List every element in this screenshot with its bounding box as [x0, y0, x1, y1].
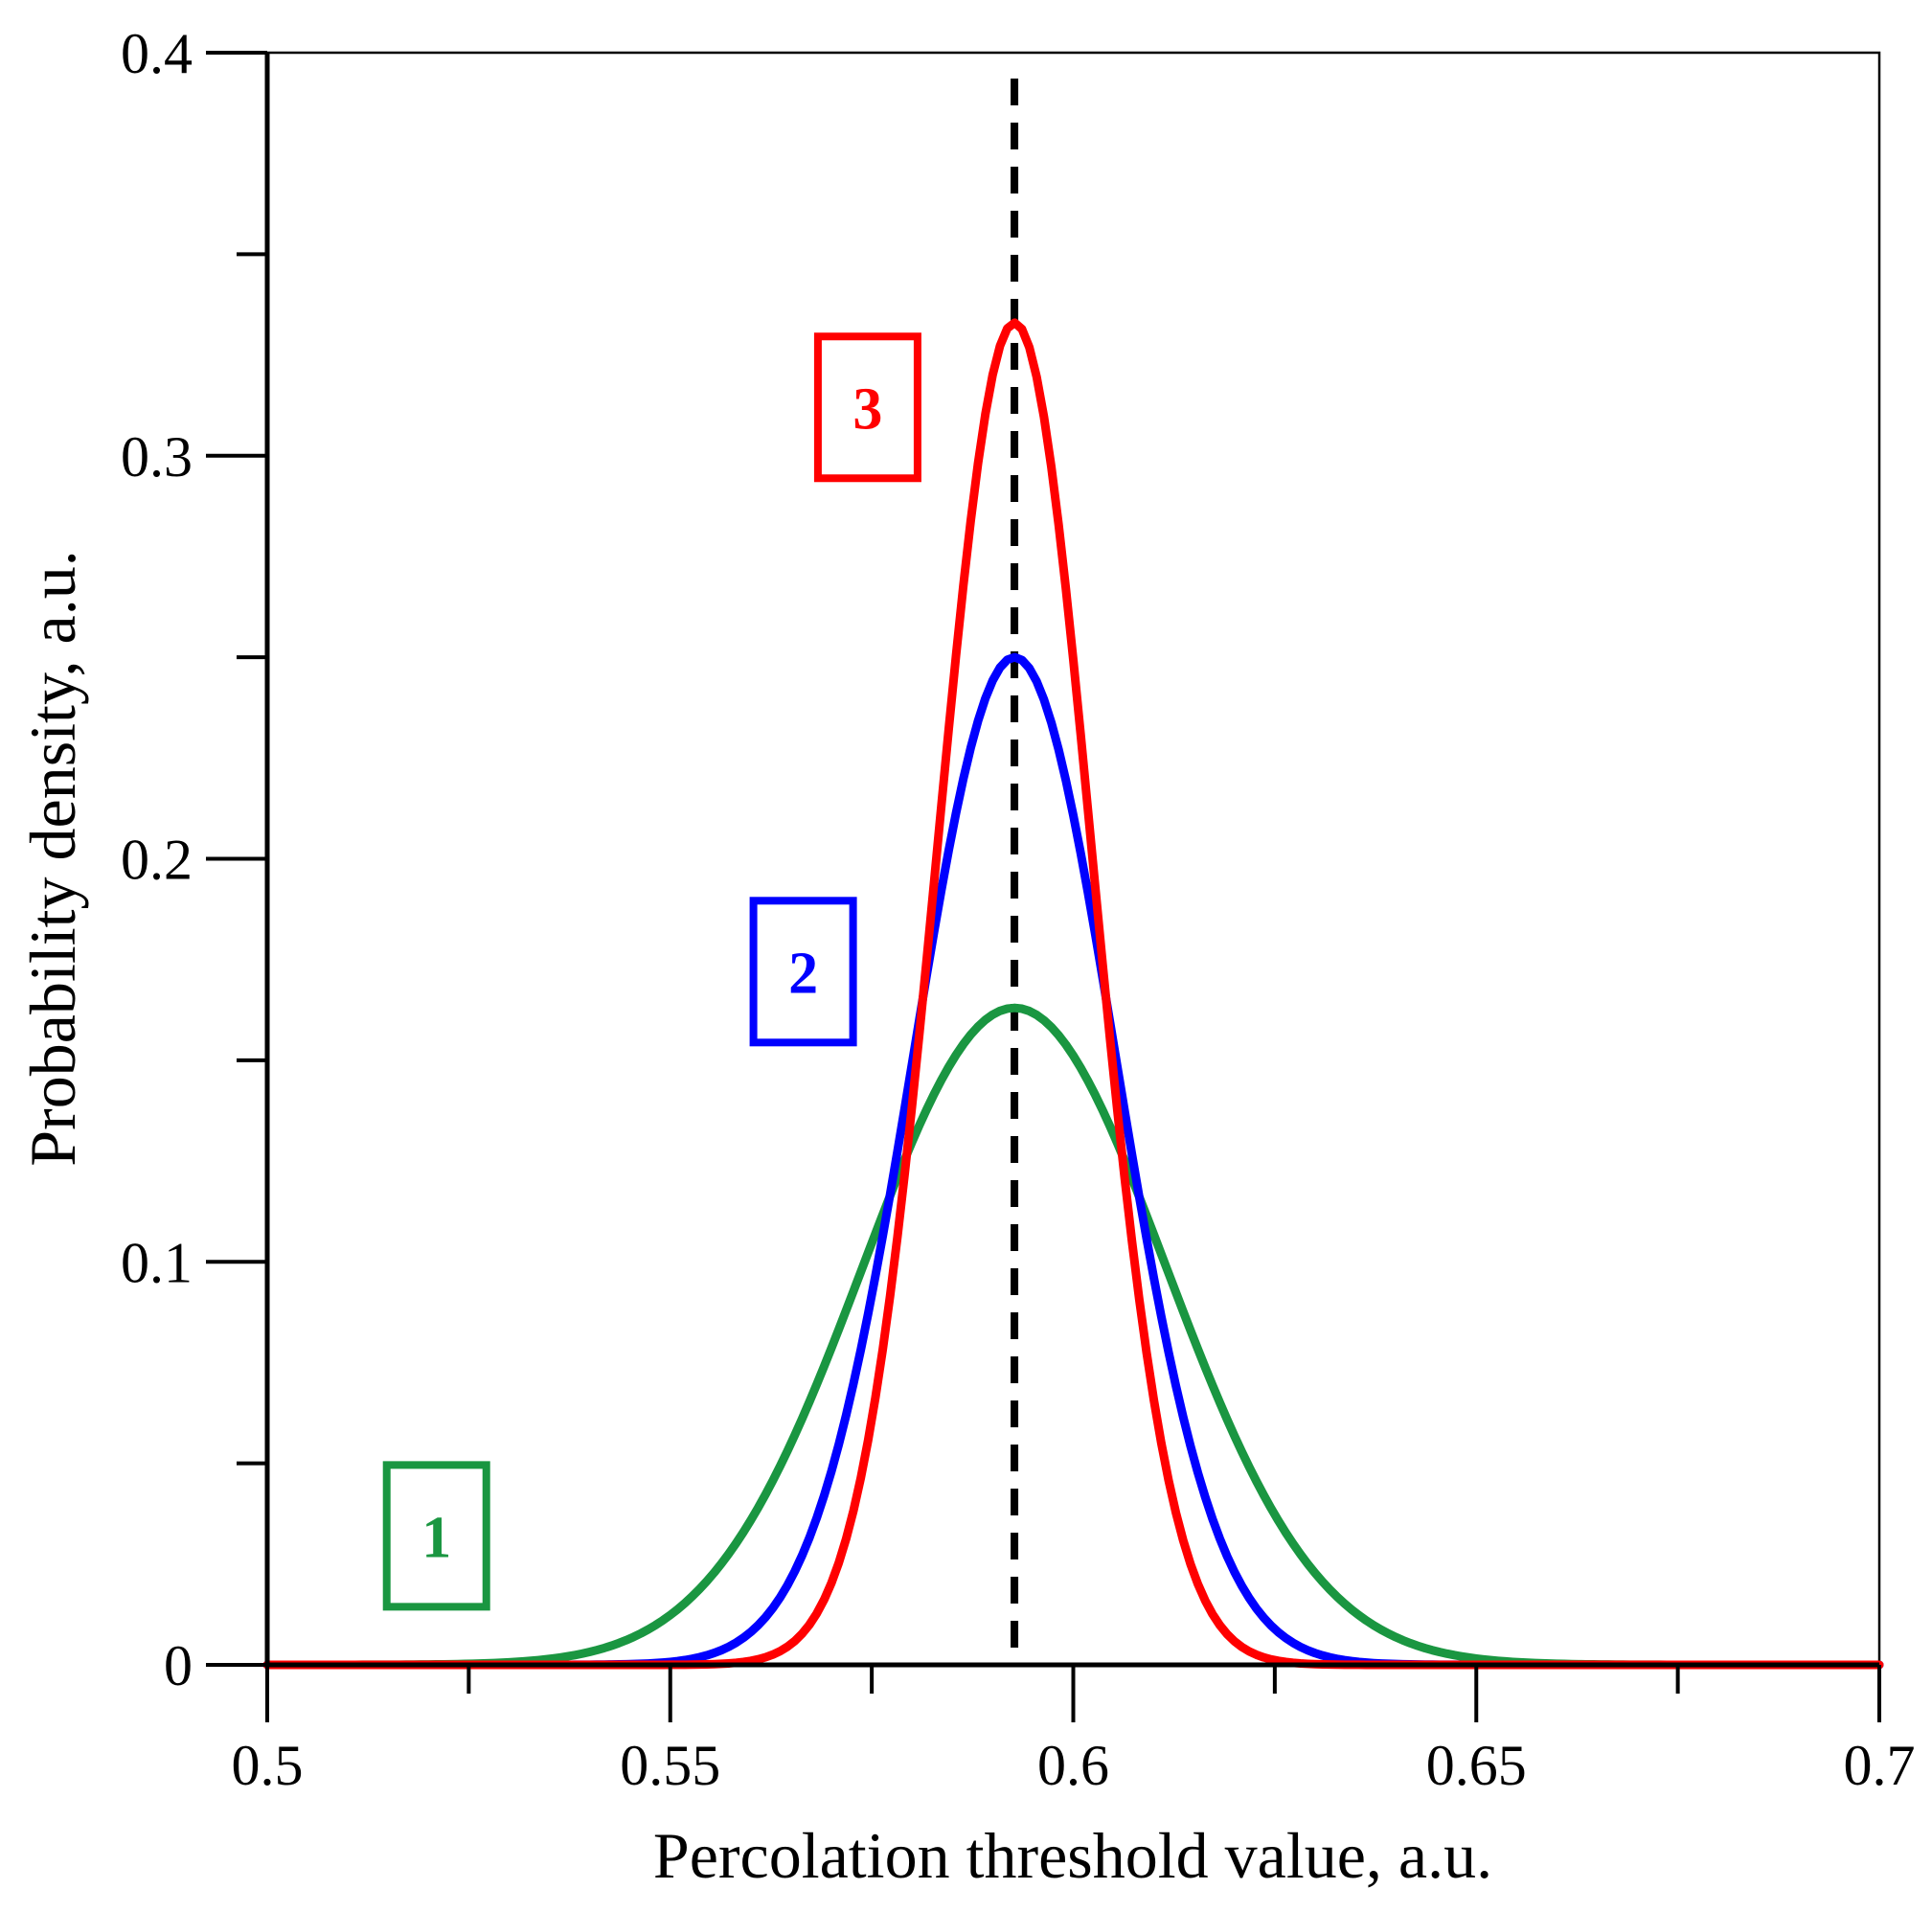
x-tick-label: 0.6 [1037, 1734, 1109, 1797]
y-tick-label: 0.2 [121, 829, 193, 892]
y-tick-label: 0 [164, 1634, 193, 1697]
y-tick-label: 0.1 [121, 1231, 193, 1294]
x-tick-label: 0.5 [232, 1734, 304, 1797]
y-ticks: 0 0.1 0.2 0.3 0.4 [121, 22, 267, 1697]
y-axis-title: Probability density, a.u. [16, 550, 89, 1166]
curve-label-2: 2 [788, 941, 818, 1006]
curve-labels: 1 2 3 [382, 332, 921, 1611]
series-line-2 [262, 652, 1884, 1670]
x-ticks: 0.5 0.55 0.6 0.65 0.7 [232, 1665, 1916, 1797]
series-line-3 [262, 318, 1884, 1670]
curve-label-box-1 [382, 1461, 490, 1611]
x-axis-title: Percolation threshold value, a.u. [653, 1819, 1492, 1892]
series-line-1 [262, 1003, 1884, 1670]
curve-label-box-2 [749, 897, 857, 1047]
series-layer [262, 318, 1884, 1670]
curve-label-3: 3 [852, 376, 882, 442]
x-tick-label: 0.7 [1844, 1734, 1916, 1797]
axis-layer [264, 53, 1879, 1668]
curve-label-1: 1 [421, 1505, 451, 1570]
plot-frame [265, 51, 1881, 1667]
x-tick-label: 0.65 [1426, 1734, 1527, 1797]
curve-label-box-3 [813, 332, 921, 483]
x-tick-label: 0.55 [620, 1734, 720, 1797]
y-tick-label: 0.4 [121, 22, 193, 85]
y-tick-label: 0.3 [121, 425, 193, 489]
